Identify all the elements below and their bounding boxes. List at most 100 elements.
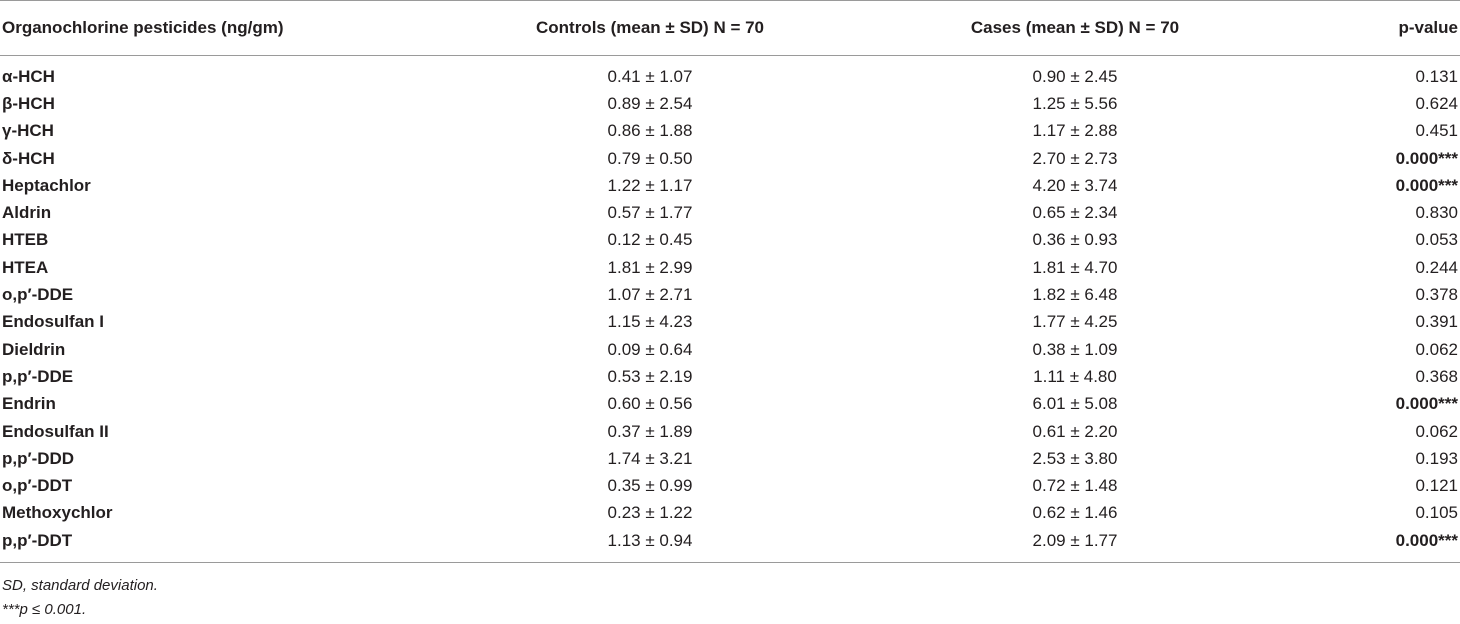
p-value: 0.000***	[1395, 394, 1458, 414]
pesticide-name: Endosulfan II	[2, 421, 109, 441]
p-value: 0.624	[1415, 93, 1458, 113]
pesticide-name: δ-HCH	[2, 148, 55, 168]
cases-value: 2.09 ± 1.77	[1032, 530, 1118, 550]
pesticide-name: γ-HCH	[2, 121, 54, 141]
header-pesticide: Organochlorine pesticides (ng/gm)	[2, 18, 284, 37]
controls-value: 0.57 ± 1.77	[607, 203, 693, 223]
table-row: γ-HCH 0.86 ± 1.88 1.17 ± 2.88 0.451	[0, 118, 1460, 145]
pesticide-name: Endosulfan I	[2, 312, 104, 332]
p-value: 0.131	[1415, 66, 1458, 86]
header-controls: Controls (mean ± SD) N = 70	[535, 18, 764, 37]
cases-value: 0.62 ± 1.46	[1032, 503, 1118, 523]
pesticide-name: HTEA	[2, 257, 49, 277]
table-row: Methoxychlor 0.23 ± 1.22 0.62 ± 1.46 0.105	[0, 500, 1460, 527]
controls-value: 0.86 ± 1.88	[607, 121, 693, 141]
table-row: Aldrin 0.57 ± 1.77 0.65 ± 2.34 0.830	[0, 199, 1460, 226]
pesticides-table-container: Organochlorine pesticides (ng/gm) Contro…	[0, 0, 1460, 563]
cases-value: 0.65 ± 2.34	[1032, 203, 1118, 223]
cases-value: 1.25 ± 5.56	[1032, 93, 1118, 113]
controls-value: 0.89 ± 2.54	[607, 93, 693, 113]
p-value: 0.000***	[1395, 175, 1458, 195]
controls-value: 0.35 ± 0.99	[607, 476, 693, 496]
p-value: 0.062	[1415, 339, 1458, 359]
pesticide-name: Heptachlor	[2, 175, 91, 195]
table-row: Heptachlor 1.22 ± 1.17 4.20 ± 3.74 0.000***	[0, 172, 1460, 199]
spacer-cell	[0, 56, 1460, 64]
controls-value: 0.53 ± 2.19	[607, 366, 693, 386]
p-value: 0.378	[1415, 285, 1458, 305]
pesticide-name: Dieldrin	[2, 339, 66, 359]
p-value: 0.368	[1415, 366, 1458, 386]
cases-value: 0.90 ± 2.45	[1032, 66, 1118, 86]
cases-value: 2.70 ± 2.73	[1032, 148, 1118, 168]
cases-value: 1.11 ± 4.80	[1033, 366, 1117, 386]
controls-value: 0.60 ± 0.56	[607, 394, 693, 414]
table-row: p,p′-DDD 1.74 ± 3.21 2.53 ± 3.80 0.193	[0, 445, 1460, 472]
p-value: 0.062	[1415, 421, 1458, 441]
controls-value: 0.09 ± 0.64	[607, 339, 693, 359]
pesticide-name: HTEB	[2, 230, 49, 250]
cases-value: 2.53 ± 3.80	[1032, 448, 1118, 468]
spacer-row	[0, 56, 1460, 64]
p-value: 0.105	[1415, 503, 1458, 523]
table-row: δ-HCH 0.79 ± 0.50 2.70 ± 2.73 0.000***	[0, 145, 1460, 172]
p-value: 0.193	[1415, 448, 1458, 468]
table-row: HTEA 1.81 ± 2.99 1.81 ± 4.70 0.244	[0, 254, 1460, 281]
cases-value: 6.01 ± 5.08	[1032, 394, 1118, 414]
table-row: p,p′-DDT 1.13 ± 0.94 2.09 ± 1.77 0.000***	[0, 527, 1460, 563]
table-row: Endosulfan I 1.15 ± 4.23 1.77 ± 4.25 0.391	[0, 309, 1460, 336]
footnote-sd: SD, standard deviation.	[2, 577, 158, 594]
table-row: β-HCH 0.89 ± 2.54 1.25 ± 5.56 0.624	[0, 90, 1460, 117]
cases-value: 1.17 ± 2.88	[1032, 121, 1118, 141]
controls-value: 1.74 ± 3.21	[607, 448, 693, 468]
header-p-value: p-value	[1398, 18, 1458, 37]
pesticide-name: Methoxychlor	[2, 503, 113, 523]
pesticides-table: Organochlorine pesticides (ng/gm) Contro…	[0, 0, 1460, 563]
controls-value: 1.81 ± 2.99	[607, 257, 693, 277]
cases-value: 1.77 ± 4.25	[1032, 312, 1118, 332]
controls-value: 1.15 ± 4.23	[607, 312, 693, 332]
pesticide-name: β-HCH	[2, 93, 55, 113]
controls-value: 0.37 ± 1.89	[607, 421, 693, 441]
table-row: α-HCH 0.41 ± 1.07 0.90 ± 2.45 0.131	[0, 63, 1460, 90]
controls-value: 0.12 ± 0.45	[607, 230, 693, 250]
p-value: 0.830	[1415, 203, 1458, 223]
pesticide-name: Endrin	[2, 394, 56, 414]
table-row: HTEB 0.12 ± 0.45 0.36 ± 0.93 0.053	[0, 227, 1460, 254]
p-value: 0.121	[1415, 476, 1458, 496]
table-header: Organochlorine pesticides (ng/gm) Contro…	[0, 0, 1460, 56]
cases-value: 4.20 ± 3.74	[1032, 175, 1118, 195]
table-body: α-HCH 0.41 ± 1.07 0.90 ± 2.45 0.131 β-HCH 0.8…	[0, 56, 1460, 563]
pesticide-name: α-HCH	[2, 66, 55, 86]
p-value: 0.451	[1415, 121, 1458, 141]
pesticide-name: p,p′-DDD	[2, 448, 75, 468]
header-cases: Cases (mean ± SD) N = 70	[970, 18, 1180, 37]
pesticide-name: p,p′-DDE	[2, 366, 74, 386]
table-row: Endrin 0.60 ± 0.56 6.01 ± 5.08 0.000***	[0, 391, 1460, 418]
pesticide-name: o,p′-DDE	[2, 285, 74, 305]
cases-value: 0.72 ± 1.48	[1032, 476, 1118, 496]
table-row: Dieldrin 0.09 ± 0.64 0.38 ± 1.09 0.062	[0, 336, 1460, 363]
cases-value: 1.81 ± 4.70	[1032, 257, 1118, 277]
cases-value: 0.61 ± 2.20	[1032, 421, 1118, 441]
p-value: 0.391	[1415, 312, 1458, 332]
table-footnotes: SD, standard deviation. ***p ≤ 0.001.	[2, 574, 158, 622]
p-value: 0.000***	[1395, 148, 1458, 168]
footnote-significance: ***p ≤ 0.001.	[2, 601, 87, 618]
header-row: Organochlorine pesticides (ng/gm) Contro…	[0, 0, 1460, 56]
controls-value: 0.79 ± 0.50	[607, 148, 693, 168]
cases-value: 0.36 ± 0.93	[1032, 230, 1118, 250]
cases-value: 0.38 ± 1.09	[1032, 339, 1118, 359]
controls-value: 0.23 ± 1.22	[607, 503, 693, 523]
table-row: o,p′-DDT 0.35 ± 0.99 0.72 ± 1.48 0.121	[0, 472, 1460, 499]
p-value: 0.244	[1415, 257, 1458, 277]
table-row: p,p′-DDE 0.53 ± 2.19 1.11 ± 4.80 0.368	[0, 363, 1460, 390]
cases-value: 1.82 ± 6.48	[1032, 285, 1118, 305]
controls-value: 0.41 ± 1.07	[607, 66, 693, 86]
table-row: o,p′-DDE 1.07 ± 2.71 1.82 ± 6.48 0.378	[0, 281, 1460, 308]
pesticide-name: o,p′-DDT	[2, 476, 73, 496]
controls-value: 1.22 ± 1.17	[607, 175, 693, 195]
controls-value: 1.07 ± 2.71	[607, 285, 693, 305]
controls-value: 1.13 ± 0.94	[607, 530, 693, 550]
p-value: 0.053	[1415, 230, 1458, 250]
